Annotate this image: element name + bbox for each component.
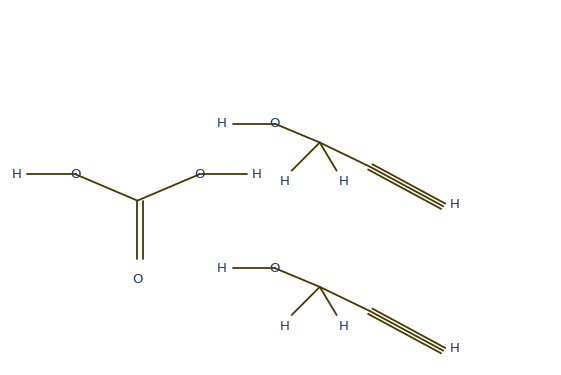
Text: H: H: [280, 320, 290, 333]
Text: O: O: [132, 273, 142, 286]
Text: O: O: [194, 168, 204, 181]
Text: H: H: [12, 168, 22, 181]
Text: H: H: [338, 176, 348, 188]
Text: O: O: [71, 168, 81, 181]
Text: H: H: [449, 198, 459, 211]
Text: H: H: [217, 117, 227, 130]
Text: O: O: [270, 117, 280, 130]
Text: H: H: [280, 176, 290, 188]
Text: H: H: [449, 342, 459, 355]
Text: H: H: [217, 262, 227, 274]
Text: H: H: [338, 320, 348, 333]
Text: H: H: [252, 168, 262, 181]
Text: O: O: [270, 262, 280, 274]
